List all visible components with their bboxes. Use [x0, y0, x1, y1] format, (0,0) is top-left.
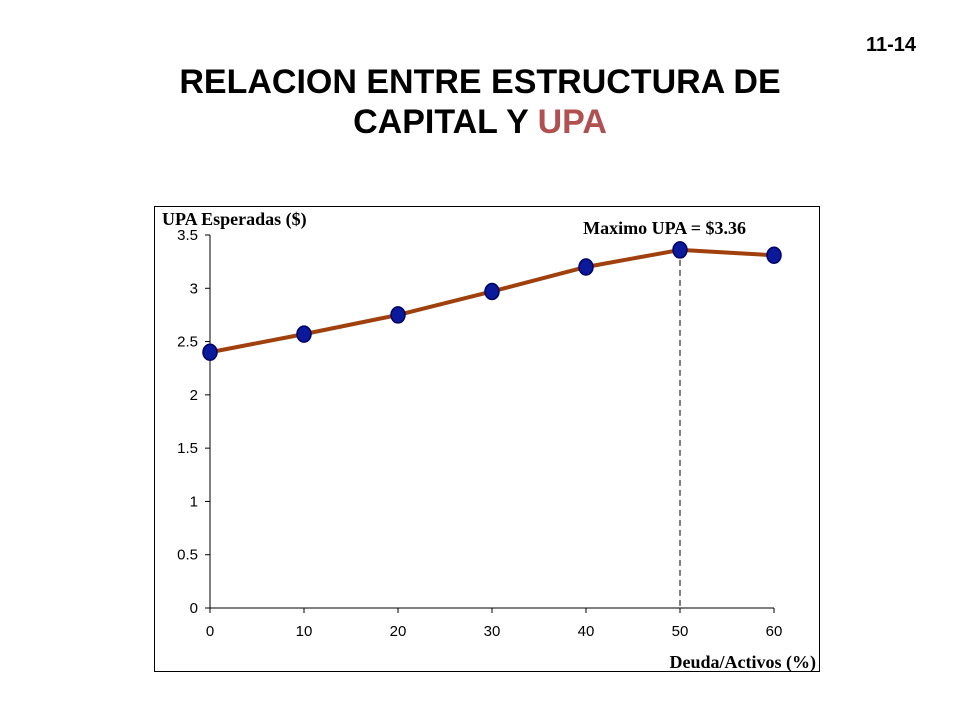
data-point — [390, 306, 406, 324]
data-point — [202, 343, 218, 361]
x-tick-label: 10 — [296, 623, 313, 640]
x-tick-label: 50 — [672, 623, 689, 640]
chart-frame — [154, 206, 820, 672]
x-tick-label: 0 — [206, 623, 214, 640]
x-tick-label: 40 — [578, 623, 595, 640]
y-tick-label: 3.5 — [177, 227, 198, 244]
data-point — [484, 282, 500, 301]
x-tick-label: 20 — [390, 623, 407, 640]
title-line-2: CAPITAL Y UPA — [0, 102, 960, 142]
series-line — [209, 247, 775, 355]
slide-number: 11-14 — [865, 34, 916, 56]
slide-title: RELACION ENTRE ESTRUCTURA DE CAPITAL Y U… — [0, 62, 960, 142]
data-point — [296, 325, 312, 343]
x-tick-label: 30 — [484, 623, 501, 640]
y-tick-label: 1.5 — [177, 440, 198, 457]
max-annotation: Maximo UPA = $3.36 — [583, 218, 746, 238]
y-tick-label: 2 — [190, 387, 198, 404]
y-tick-label: 2.5 — [177, 334, 198, 351]
data-point — [766, 246, 782, 264]
y-axis-label: UPA Esperadas ($) — [162, 209, 307, 230]
title-line-1: RELACION ENTRE ESTRUCTURA DE — [179, 63, 781, 101]
title-line-2-accent: UPA — [537, 103, 607, 141]
x-tick-label: 60 — [766, 623, 783, 640]
title-line-2-prefix: CAPITAL Y — [353, 103, 538, 141]
y-tick-label: 0 — [190, 600, 198, 617]
y-tick-label: 1 — [190, 493, 198, 510]
y-tick-label: 3 — [190, 280, 198, 297]
data-point — [672, 241, 688, 259]
x-axis-label: Deuda/Activos (%) — [670, 652, 817, 673]
data-point — [578, 258, 594, 276]
y-tick-label: 0.5 — [177, 547, 198, 564]
